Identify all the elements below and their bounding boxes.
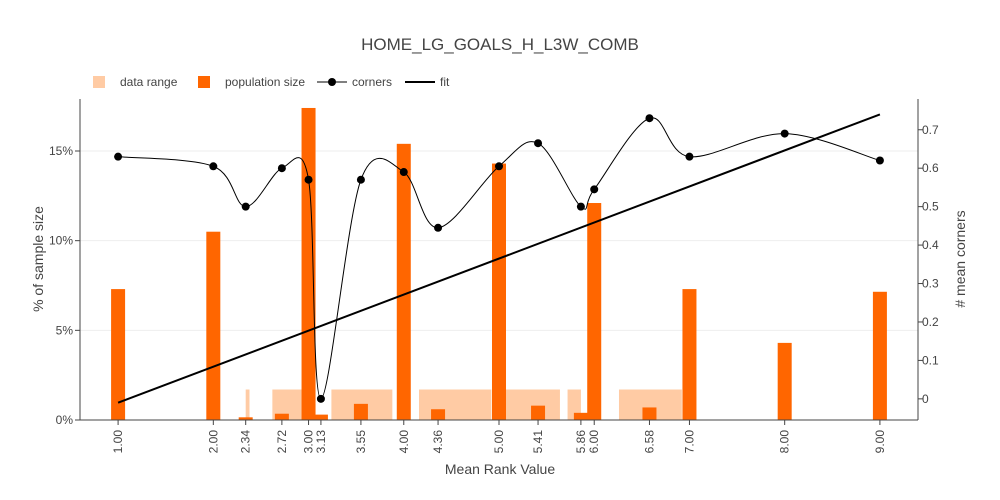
x-tick-label: 5.00 <box>492 430 506 454</box>
population-bar <box>777 342 792 420</box>
population-bar <box>531 405 546 420</box>
axes: 0% 5% 10% 15% 0 0.1 0.2 0.3 0.4 0.5 0.6 0.7 1.00 2.00… <box>49 99 939 453</box>
x-tick-label: 2.34 <box>239 430 253 454</box>
corners-point <box>780 129 789 138</box>
x-tick-label: 5.86 <box>574 430 588 454</box>
population-bar <box>431 409 446 420</box>
y2-tick-label: 0.7 <box>922 123 939 137</box>
x-axis-title: Mean Rank Value <box>445 461 555 477</box>
x-tick-label: 8.00 <box>778 430 792 454</box>
population-bar <box>682 289 697 420</box>
corners-point <box>534 139 543 148</box>
y2-tick-label: 0 <box>922 392 929 406</box>
data-range-box <box>245 389 250 420</box>
population-bar <box>111 289 126 420</box>
y2-tick-label: 0.1 <box>922 353 939 367</box>
y-axis-title: % of sample size <box>30 206 46 312</box>
fit-line <box>117 113 881 404</box>
x-tick-label: 7.00 <box>682 430 696 454</box>
x-tick-label: 3.55 <box>354 430 368 454</box>
y-tick-label: 5% <box>56 323 74 337</box>
y2-tick-label: 0.3 <box>922 277 939 291</box>
chart-title: HOME_LG_GOALS_H_L3W_COMB <box>361 35 639 54</box>
population-bar <box>872 291 887 420</box>
data-range-box <box>567 389 581 420</box>
x-tick-label: 4.36 <box>431 430 445 454</box>
population-bar <box>642 407 657 420</box>
legend-label: population size <box>225 75 305 89</box>
legend-swatch <box>93 76 105 88</box>
y2-tick-label: 0.2 <box>922 315 939 329</box>
corners-point <box>645 114 654 123</box>
x-tick-label: 1.00 <box>111 430 125 454</box>
population-bar-layer <box>111 107 887 420</box>
x-tick-label: 3.00 <box>302 430 316 454</box>
y2-tick-label: 0.4 <box>922 238 939 252</box>
corners-point <box>114 152 123 161</box>
x-tick-label: 3.13 <box>314 430 328 454</box>
legend-label: fit <box>440 75 450 89</box>
population-bar <box>274 413 289 420</box>
corners-point <box>316 394 325 403</box>
legend-swatch <box>198 76 210 88</box>
legend-swatch-marker <box>328 78 336 86</box>
data-range-box <box>419 389 492 420</box>
x-tick-label: 6.58 <box>642 430 656 454</box>
y2-tick-label: 0.5 <box>922 200 939 214</box>
corners-point <box>304 175 313 184</box>
population-bar <box>238 417 253 420</box>
y-tick-label: 15% <box>49 144 73 158</box>
corners-point <box>875 156 884 165</box>
corners-point <box>209 162 218 171</box>
corners-point <box>495 162 503 171</box>
x-tick-label: 2.72 <box>275 430 289 454</box>
population-bar <box>396 143 411 420</box>
corners-line-layer <box>114 114 884 403</box>
y-tick-label: 10% <box>49 234 73 248</box>
x-tick-label: 4.00 <box>397 430 411 454</box>
corners-point <box>241 202 250 211</box>
x-tick-label: 5.41 <box>531 430 545 454</box>
y-tick-label: 0% <box>56 413 74 427</box>
population-bar <box>313 414 328 420</box>
y2-tick-label: 0.6 <box>922 161 939 175</box>
corners-point <box>277 164 286 173</box>
corners-point <box>434 223 443 232</box>
x-tick-label: 6.00 <box>587 430 601 454</box>
population-bar <box>573 412 588 420</box>
population-bar <box>587 203 602 420</box>
corners-point <box>685 152 694 161</box>
corners-point <box>576 202 585 211</box>
population-bar <box>353 403 368 420</box>
corners-point <box>590 185 599 194</box>
y2-axis-title: # mean corners <box>952 210 968 307</box>
population-bar <box>492 163 506 420</box>
legend: data range population size corners fit <box>93 75 450 89</box>
legend-label: data range <box>120 75 178 89</box>
corners-point <box>399 168 408 177</box>
x-tick-label: 9.00 <box>873 430 887 454</box>
x-tick-label: 2.00 <box>206 430 220 454</box>
corners-point <box>356 175 365 184</box>
fit-line-layer <box>117 113 881 404</box>
legend-label: corners <box>352 75 392 89</box>
population-bar <box>301 107 316 420</box>
population-bar <box>206 231 221 420</box>
